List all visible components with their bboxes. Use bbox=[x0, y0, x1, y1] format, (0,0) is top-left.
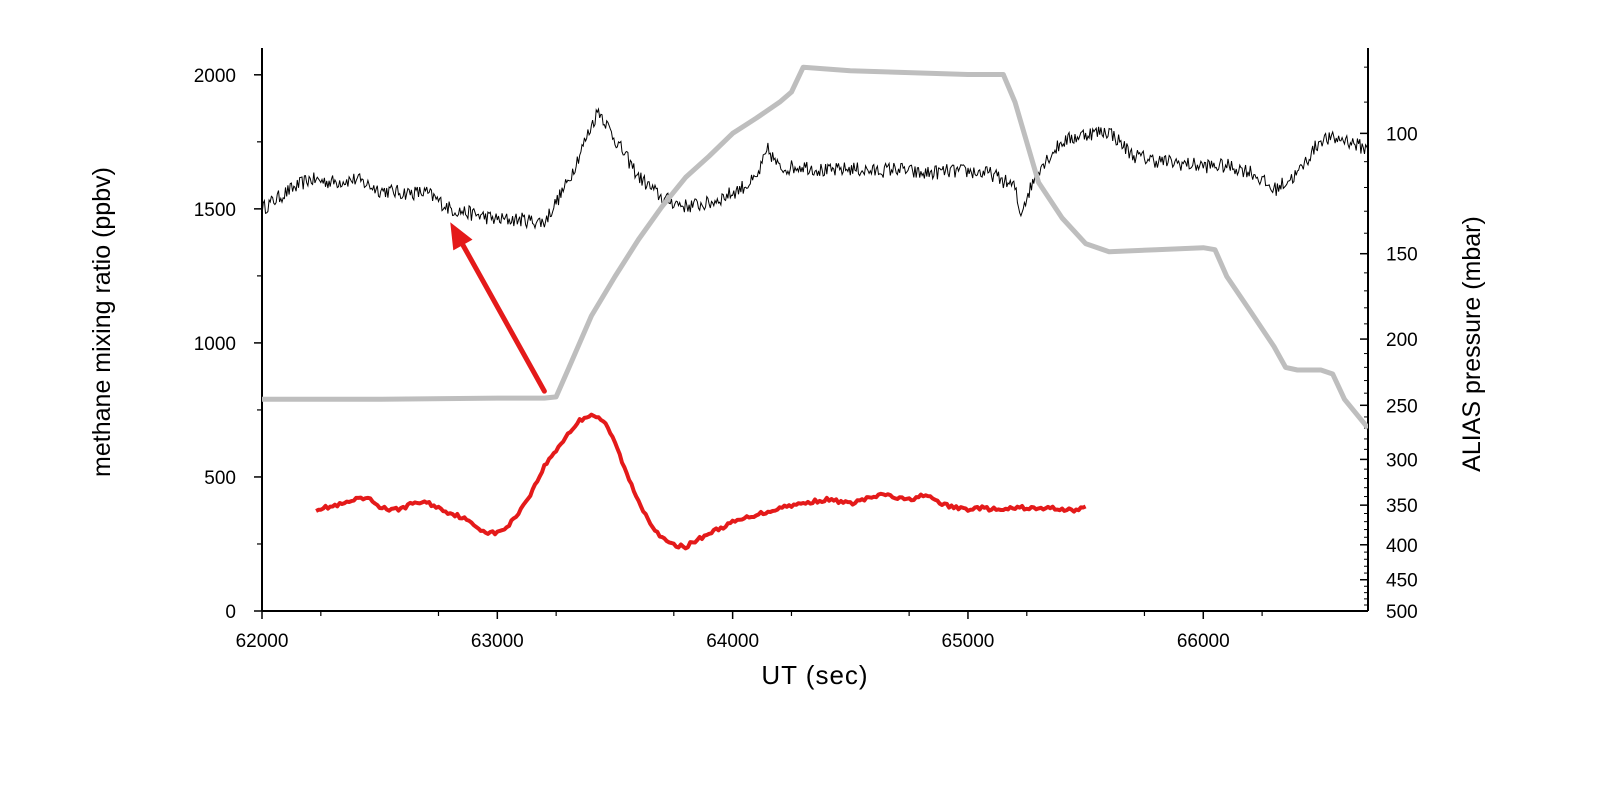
y2-ticks: 100 150 200 250 300 350 400 450 500 bbox=[1360, 66, 1418, 623]
y2-tick-label: 300 bbox=[1386, 450, 1418, 471]
y2-tick-label: 500 bbox=[1386, 602, 1418, 623]
y-ticks: 0 500 1000 1500 2000 bbox=[194, 66, 262, 623]
annotation-arrow-head bbox=[450, 222, 473, 251]
x-tick-label: 65000 bbox=[942, 631, 995, 652]
x-axis-title: UT (sec) bbox=[761, 660, 868, 690]
y2-axis-title: ALIAS pressure (mbar) bbox=[1458, 216, 1486, 472]
y-tick-label: 2000 bbox=[194, 66, 236, 87]
x-tick-label: 62000 bbox=[236, 631, 289, 652]
annotation-layer bbox=[450, 222, 547, 394]
x-tick-label: 64000 bbox=[706, 631, 759, 652]
y-tick-label: 1500 bbox=[194, 200, 236, 221]
y2-tick-label: 250 bbox=[1386, 396, 1418, 417]
y-tick-label: 0 bbox=[225, 602, 236, 623]
y-axis-title: methane mixing ratio (ppbv) bbox=[88, 167, 116, 477]
series-layer bbox=[262, 64, 1368, 551]
y-tick-label: 500 bbox=[204, 468, 236, 489]
series-line-red bbox=[315, 412, 1087, 551]
y2-tick-label: 400 bbox=[1386, 536, 1418, 557]
y2-tick-label: 150 bbox=[1386, 245, 1418, 266]
x-tick-label: 66000 bbox=[1177, 631, 1230, 652]
x-ticks: 62000 63000 64000 65000 66000 bbox=[236, 611, 1263, 652]
y2-tick-label: 450 bbox=[1386, 571, 1418, 592]
y2-tick-label: 200 bbox=[1386, 330, 1418, 351]
y2-tick-label: 100 bbox=[1386, 124, 1418, 145]
y-tick-label: 1000 bbox=[194, 334, 236, 355]
x-tick-label: 63000 bbox=[471, 631, 524, 652]
series-line-methane bbox=[262, 107, 1368, 230]
annotation-arrow-shaft bbox=[460, 242, 547, 394]
series-line-pressure bbox=[262, 64, 1368, 430]
y2-tick-label: 350 bbox=[1386, 496, 1418, 517]
